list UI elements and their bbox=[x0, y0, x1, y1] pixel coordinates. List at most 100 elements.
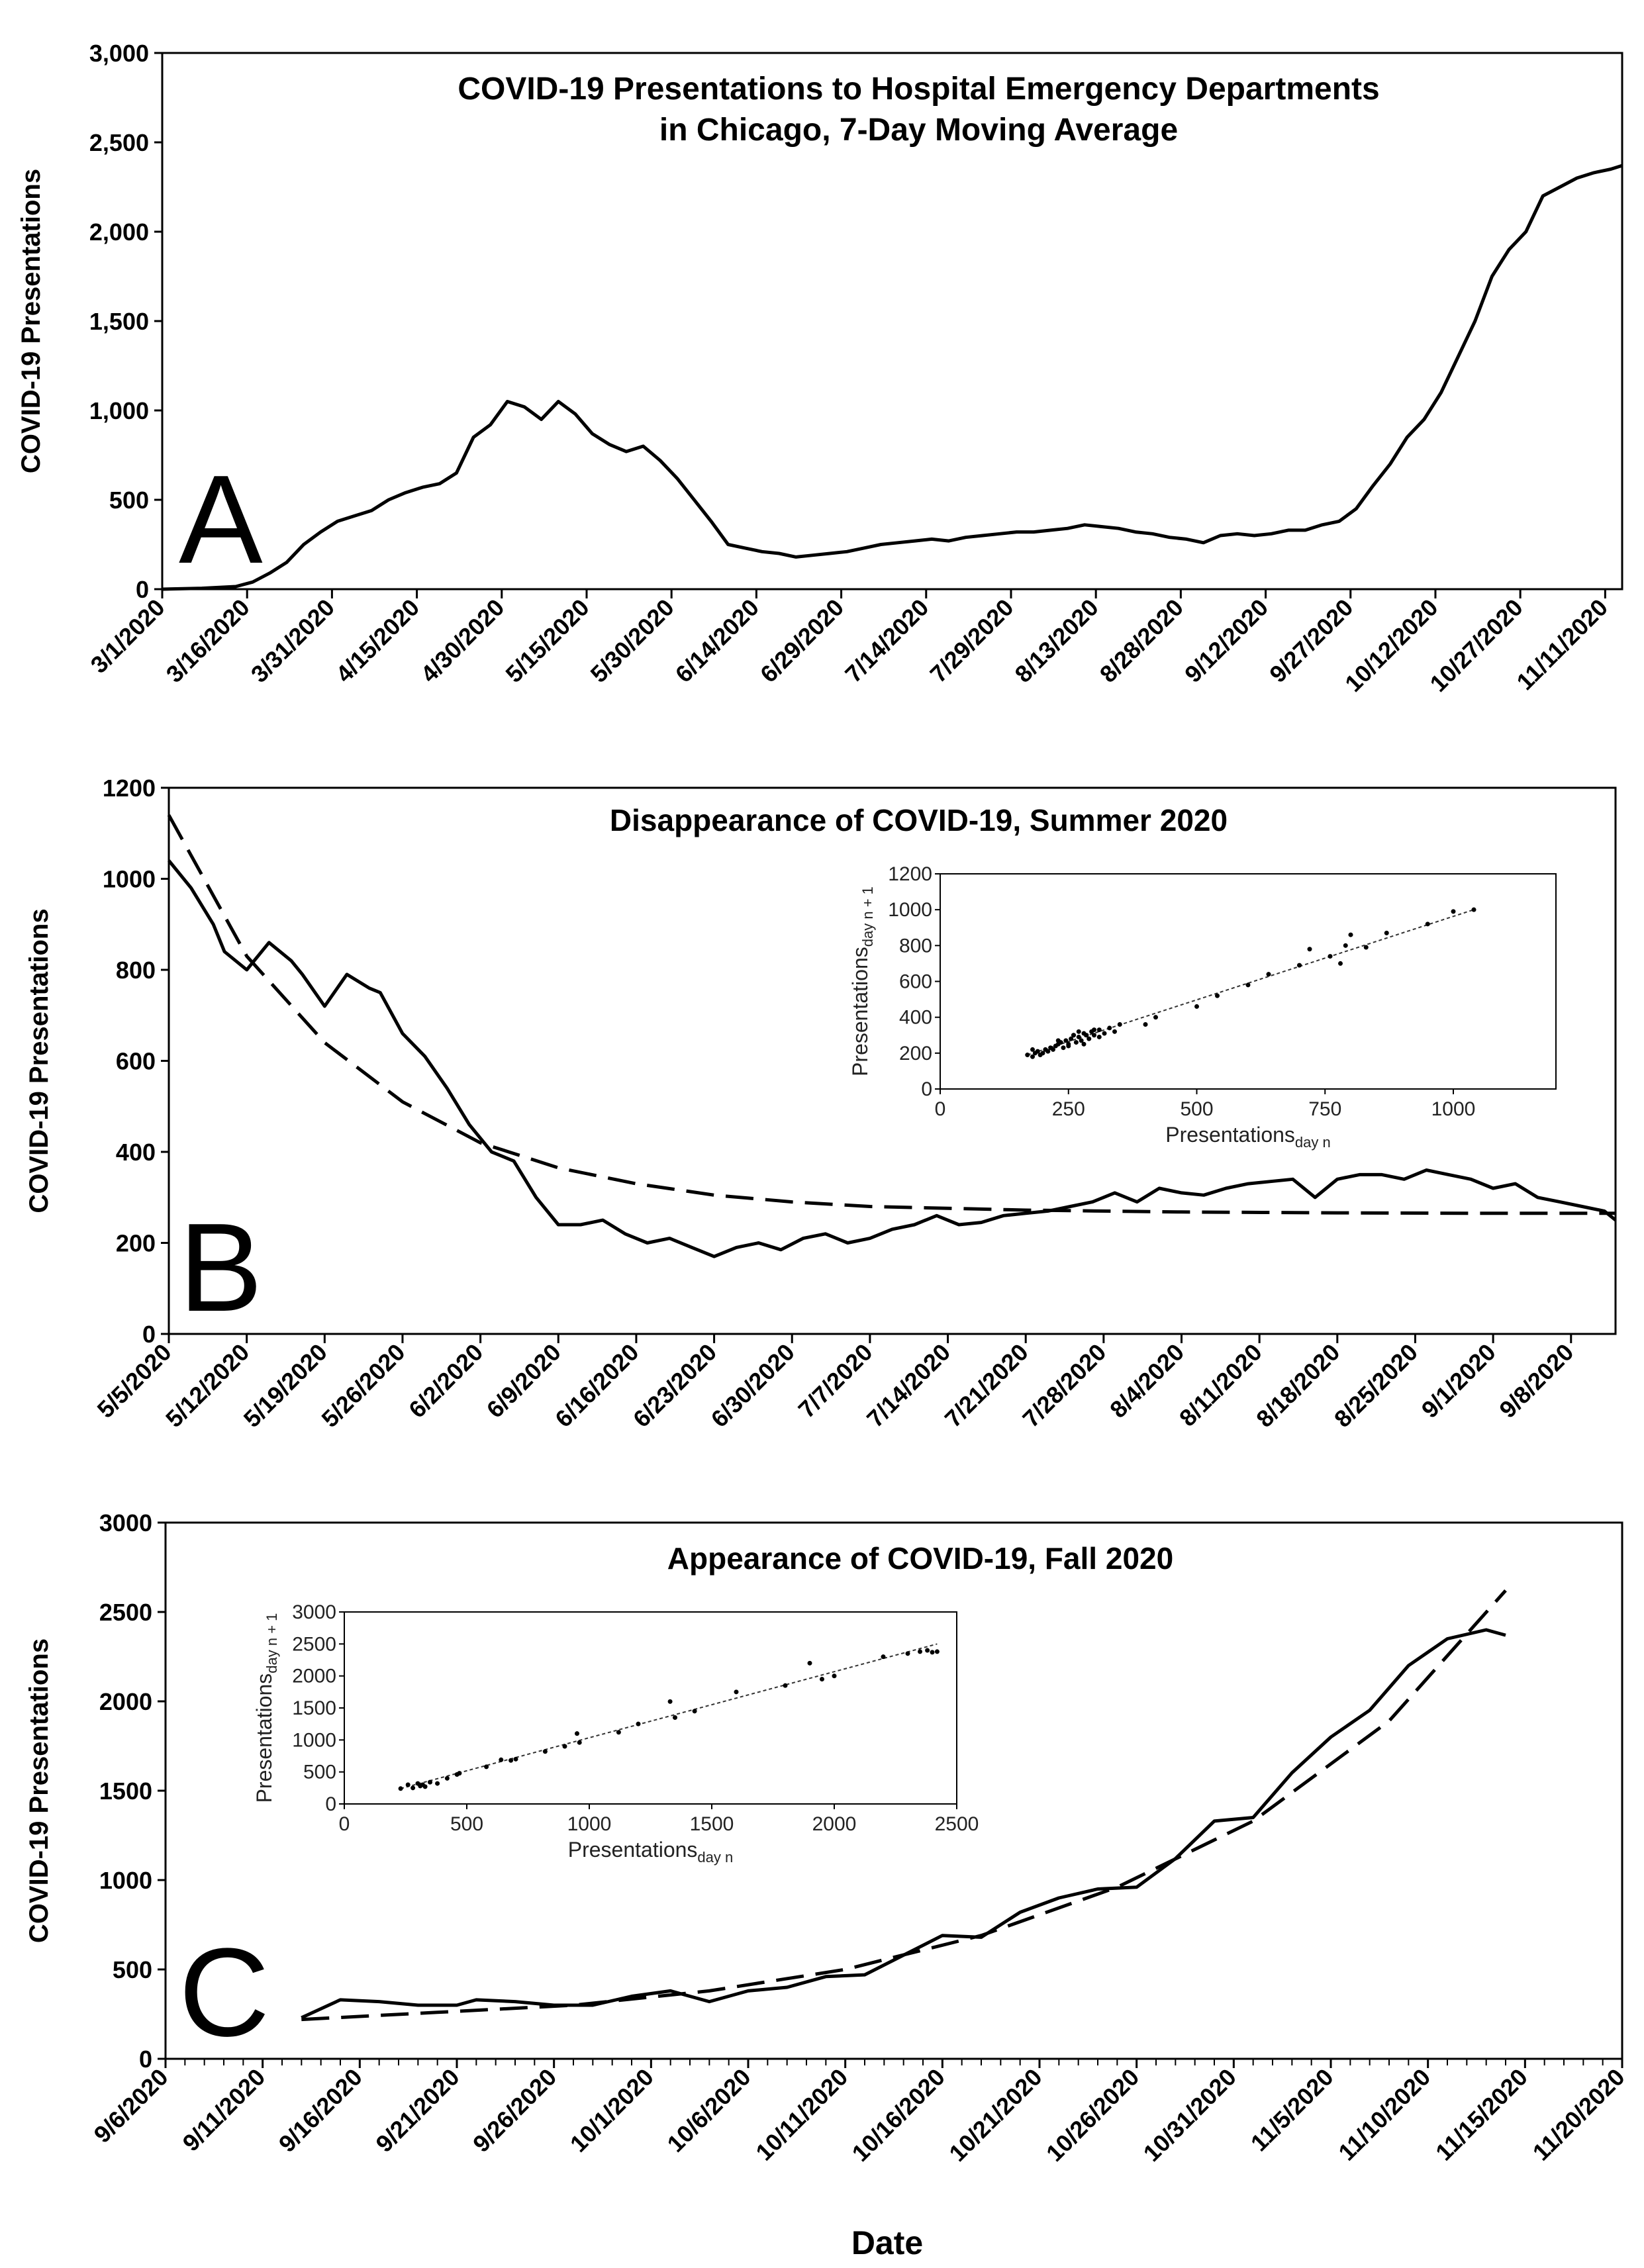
x-tick-label: 7/29/2020 bbox=[924, 594, 1018, 688]
inset-point bbox=[411, 1785, 416, 1791]
inset-scatter: 0 500 1000 1500 2000 2500 3000 0 500 1000 1500 2000… bbox=[252, 1601, 979, 1866]
panel-b: Disappearance of COVID-19, Summer 2020 0 2… bbox=[24, 775, 1617, 1433]
inset-y-tick-label: 200 bbox=[899, 1043, 932, 1064]
x-tick-label: 8/18/2020 bbox=[1251, 1339, 1345, 1433]
x-tick-label: 8/25/2020 bbox=[1329, 1339, 1423, 1433]
inset-point bbox=[1040, 1051, 1045, 1056]
inset-point bbox=[499, 1757, 504, 1762]
inset-x-tick-label: 1000 bbox=[1431, 1098, 1476, 1120]
y-tick-label: 1000 bbox=[103, 866, 156, 893]
x-tick-label: 11/5/2020 bbox=[1245, 2063, 1339, 2157]
x-tick-label: 8/28/2020 bbox=[1094, 594, 1188, 688]
inset-x-tick-label: 2500 bbox=[935, 1813, 979, 1835]
inset-point bbox=[783, 1683, 788, 1688]
x-tick-label: 5/26/2020 bbox=[316, 1339, 410, 1433]
inset-point bbox=[1143, 1022, 1148, 1027]
inset-point bbox=[1425, 921, 1430, 927]
x-tick-label: 9/8/2020 bbox=[1494, 1339, 1578, 1423]
data-series-line bbox=[162, 164, 1623, 591]
inset-y-tick-label: 500 bbox=[303, 1762, 336, 1783]
x-tick-label: 6/30/2020 bbox=[706, 1339, 800, 1433]
inset-point bbox=[1066, 1043, 1071, 1049]
inset-point bbox=[577, 1740, 582, 1745]
inset-x-tick-label: 250 bbox=[1052, 1098, 1085, 1120]
x-tick-label: 5/12/2020 bbox=[160, 1339, 254, 1433]
x-tick-label: 8/11/2020 bbox=[1174, 1339, 1267, 1432]
x-tick-label: 11/15/2020 bbox=[1430, 2063, 1533, 2166]
inset-point bbox=[1112, 1029, 1117, 1034]
x-tick-label: 11/20/2020 bbox=[1527, 2063, 1630, 2166]
inset-point bbox=[1092, 1033, 1096, 1038]
x-tick-label: 10/11/2020 bbox=[750, 2063, 853, 2166]
x-tick-label: 7/28/2020 bbox=[1017, 1339, 1111, 1433]
inset-y-axis-label-main: Presentations bbox=[252, 1674, 276, 1803]
inset-point bbox=[1117, 1022, 1122, 1027]
inset-y-tick-label: 400 bbox=[899, 1007, 932, 1029]
inset-y-tick-label: 1000 bbox=[888, 899, 932, 921]
inset-point bbox=[930, 1650, 935, 1655]
inset-point bbox=[1030, 1054, 1035, 1059]
y-tick-label: 3,000 bbox=[89, 40, 149, 67]
inset-point bbox=[1096, 1027, 1102, 1033]
inset-x-tick-label: 500 bbox=[1180, 1098, 1213, 1120]
inset-point bbox=[1084, 1033, 1089, 1038]
x-tick-label: 4/30/2020 bbox=[415, 594, 509, 688]
inset-point bbox=[1076, 1034, 1081, 1039]
inset-point bbox=[1245, 982, 1251, 988]
y-tick-label: 2,500 bbox=[89, 129, 149, 156]
x-tick-label: 9/1/2020 bbox=[1416, 1339, 1501, 1423]
inset-x-tick-label: 1000 bbox=[567, 1813, 612, 1835]
x-tick-label: 9/26/2020 bbox=[467, 2063, 561, 2157]
y-tick-label: 500 bbox=[109, 487, 149, 514]
x-tick-label: 3/31/2020 bbox=[246, 594, 340, 688]
inset-trend-line bbox=[1027, 909, 1475, 1056]
inset-point bbox=[1102, 1031, 1107, 1036]
inset-point bbox=[1069, 1036, 1074, 1041]
x-tick-label: 6/16/2020 bbox=[550, 1339, 644, 1433]
y-axis-label: COVID-19 Presentations bbox=[24, 908, 54, 1213]
inset-point bbox=[1107, 1025, 1112, 1031]
inset-y-tick-label: 1000 bbox=[292, 1729, 336, 1751]
inset-point bbox=[1061, 1045, 1066, 1051]
inset-y-tick-label: 0 bbox=[325, 1793, 336, 1815]
y-tick-label: 800 bbox=[116, 957, 156, 984]
inset-point bbox=[1087, 1036, 1092, 1041]
inset-y-tick-label: 3000 bbox=[292, 1601, 336, 1623]
inset-point bbox=[405, 1782, 411, 1787]
x-tick-label: 5/19/2020 bbox=[238, 1339, 332, 1433]
inset-point bbox=[636, 1721, 641, 1726]
inset-x-tick-label: 1500 bbox=[690, 1813, 734, 1835]
inset-x-axis-label-sub: day n bbox=[697, 1849, 733, 1866]
x-tick-label: 3/1/2020 bbox=[85, 594, 170, 679]
inset-scatter: 0 200 400 600 800 1000 1200 0 250 500 750 1000 Prese… bbox=[848, 863, 1557, 1151]
chart-title: Appearance of COVID-19, Fall 2020 bbox=[667, 1541, 1173, 1576]
data-series-line bbox=[168, 859, 1617, 1258]
x-tick-label: 10/21/2020 bbox=[943, 2063, 1047, 2167]
x-tick-label: 3/16/2020 bbox=[161, 594, 255, 688]
inset-y-tick-label: 1200 bbox=[888, 863, 932, 885]
inset-point bbox=[457, 1771, 462, 1776]
inset-point bbox=[807, 1660, 812, 1666]
panel-c: Appearance of COVID-19, Fall 2020 0 500 100… bbox=[24, 1509, 1630, 2261]
inset-point bbox=[1307, 947, 1312, 952]
inset-point bbox=[508, 1758, 514, 1763]
inset-x-tick-label: 750 bbox=[1308, 1098, 1341, 1120]
x-tick-label: 10/1/2020 bbox=[565, 2063, 659, 2157]
inset-point bbox=[881, 1654, 886, 1660]
x-tick-label: 9/12/2020 bbox=[1179, 594, 1273, 688]
y-tick-label: 1000 bbox=[99, 1867, 152, 1894]
inset-point bbox=[832, 1674, 837, 1679]
inset-point bbox=[1096, 1034, 1102, 1039]
inset-point bbox=[692, 1709, 697, 1714]
inset-point bbox=[905, 1651, 910, 1656]
inset-frame bbox=[344, 1611, 957, 1805]
inset-point bbox=[934, 1649, 940, 1654]
inset-point bbox=[562, 1744, 567, 1749]
inset-point bbox=[1384, 930, 1389, 935]
inset-point bbox=[1297, 963, 1302, 968]
inset-point bbox=[925, 1648, 930, 1653]
x-tick-label: 5/15/2020 bbox=[500, 594, 594, 688]
inset-point bbox=[428, 1779, 432, 1785]
x-tick-label: 7/21/2020 bbox=[940, 1339, 1034, 1433]
